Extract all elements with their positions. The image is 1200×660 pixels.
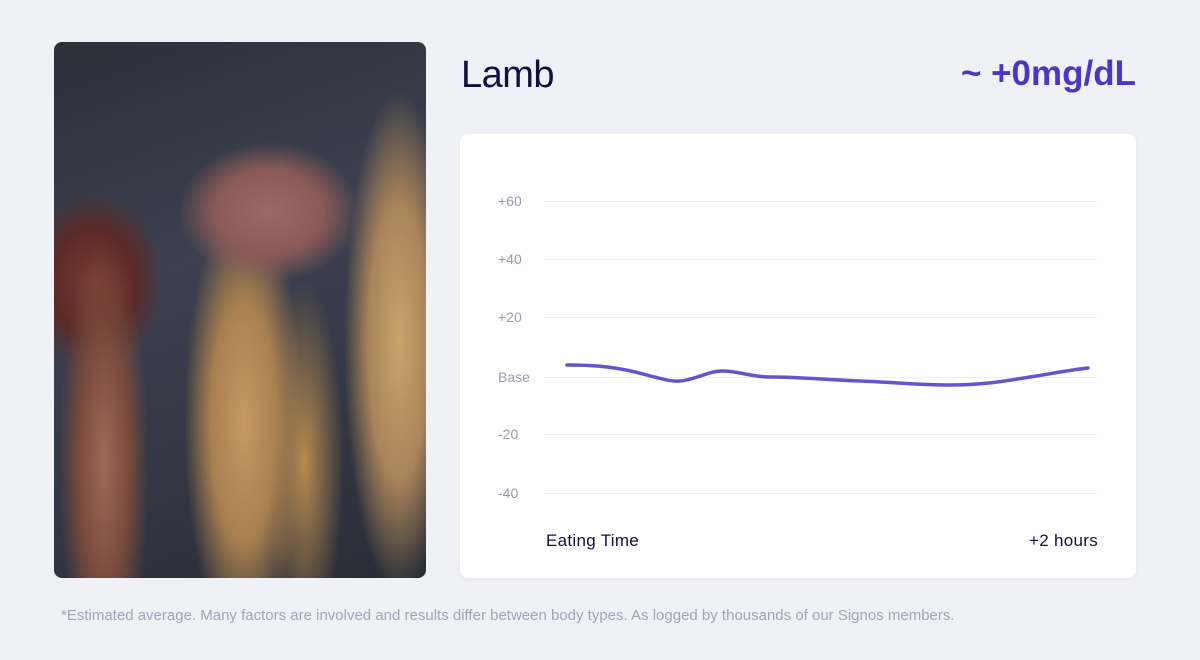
food-title: Lamb — [461, 54, 555, 96]
y-tick-label: -40 — [498, 485, 519, 501]
x-start-label: Eating Time — [546, 531, 640, 550]
glucose-delta: ~ +0mg/dL — [960, 54, 1136, 93]
glucose-line — [565, 363, 1090, 387]
gridline — [545, 201, 1097, 202]
glucose-line-chart — [565, 363, 1090, 387]
footnote: *Estimated average. Many factors are inv… — [61, 607, 955, 624]
food-photo — [54, 42, 426, 578]
chart-card: +60 +40 +20 Base -20 -40 Eating Time +2 … — [460, 134, 1136, 578]
y-tick-label: +40 — [498, 251, 522, 267]
y-tick-label: +20 — [498, 309, 522, 325]
y-tick-label: Base — [498, 369, 530, 385]
y-tick-label: +60 — [498, 193, 522, 209]
gridline — [545, 493, 1097, 494]
y-tick-label: -20 — [498, 426, 519, 442]
gridline — [545, 434, 1097, 435]
gridline — [545, 259, 1097, 260]
x-end-label: +2 hours — [1028, 531, 1098, 550]
gridline — [545, 317, 1097, 318]
